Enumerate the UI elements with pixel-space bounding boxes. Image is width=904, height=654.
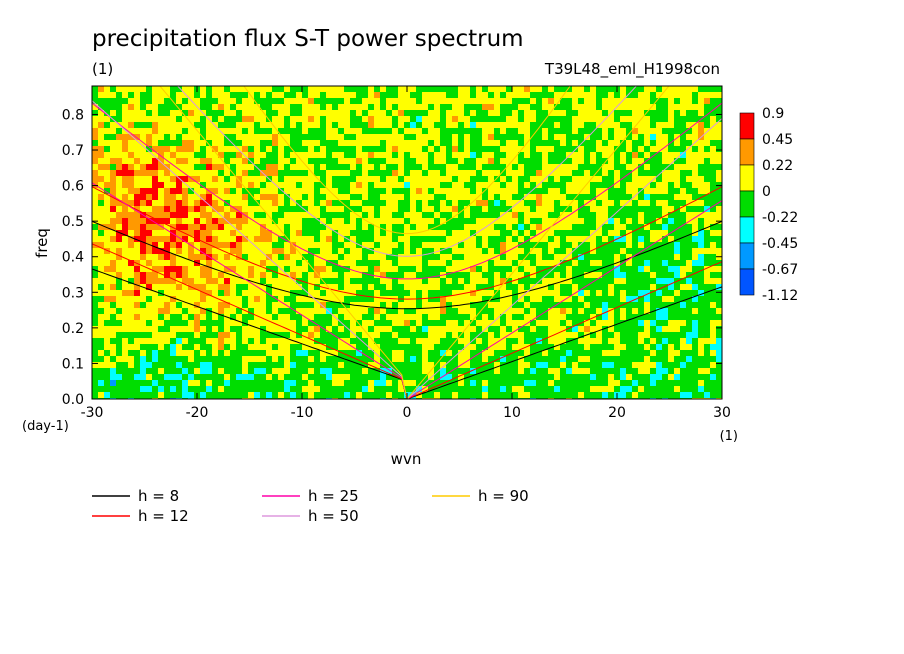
ig-curve-90 bbox=[243, 86, 571, 235]
colorbar-label: 0.22 bbox=[762, 158, 793, 174]
y-axis: 0.0 0.1 0.2 0.3 0.4 0.5 0.6 0.7 0.8 bbox=[62, 107, 722, 408]
colorbar-swatch bbox=[739, 164, 755, 192]
y-tick-label: 0.1 bbox=[62, 356, 84, 372]
colorbar-swatch bbox=[739, 138, 755, 166]
ig-curve-25 bbox=[92, 102, 722, 280]
colorbar-swatch bbox=[739, 216, 755, 244]
colorbar-label: -1.12 bbox=[762, 288, 798, 304]
colorbar-label: 0.45 bbox=[762, 132, 793, 148]
colorbar-swatch bbox=[739, 190, 755, 218]
legend-label-50: h = 50 bbox=[308, 507, 359, 525]
x-axis: -30 -20 -10 0 10 20 30 bbox=[81, 86, 731, 421]
x-tick-label: -20 bbox=[186, 405, 209, 421]
ig-curve-12 bbox=[92, 186, 722, 300]
chart-title: precipitation flux S-T power spectrum bbox=[92, 26, 524, 52]
ig-curve-50 bbox=[176, 86, 638, 257]
y-tick-label: 0.5 bbox=[62, 214, 84, 230]
x-tick-label: 20 bbox=[608, 405, 626, 421]
kelvin-curve-8 bbox=[92, 268, 722, 399]
kelvin-curve-12 bbox=[92, 243, 722, 399]
x-units-label: (1) bbox=[720, 429, 738, 444]
kelvin-curve-90 bbox=[159, 86, 670, 399]
colorbar-swatch bbox=[739, 242, 755, 270]
kelvin-curve-50 bbox=[92, 100, 722, 399]
y-tick-label: 0.6 bbox=[62, 179, 84, 195]
y-tick-label: 0.3 bbox=[62, 285, 84, 301]
y-tick-label: 0.4 bbox=[62, 250, 84, 266]
colorbar-label: 0 bbox=[762, 184, 771, 200]
x-tick-label: -30 bbox=[81, 405, 104, 421]
x-tick-label: 0 bbox=[403, 405, 412, 421]
units-label: (1) bbox=[92, 60, 113, 78]
legend-label-12: h = 12 bbox=[138, 507, 189, 525]
dispersion-curves bbox=[92, 86, 722, 399]
legend-label-25: h = 25 bbox=[308, 487, 359, 505]
power-spectrum-heatmap bbox=[92, 86, 722, 399]
y-tick-label: 0.8 bbox=[62, 107, 84, 123]
kelvin-curve-25 bbox=[92, 182, 722, 399]
legend-label-90: h = 90 bbox=[478, 487, 529, 505]
colorbar-label: -0.22 bbox=[762, 210, 798, 226]
colorbar-swatch bbox=[739, 268, 755, 296]
y-axis-label: freq bbox=[33, 228, 51, 258]
experiment-label: T39L48_eml_H1998con bbox=[544, 60, 720, 79]
legend: h = 8 h = 12 h = 25 h = 50 h = 90 bbox=[92, 487, 529, 525]
colorbar-label: -0.67 bbox=[762, 262, 798, 278]
x-tick-label: -10 bbox=[291, 405, 314, 421]
legend-label-8: h = 8 bbox=[138, 487, 179, 505]
colorbar-label: 0.9 bbox=[762, 106, 784, 122]
ig-curve-8 bbox=[92, 220, 722, 310]
y-units-label: (day-1) bbox=[22, 419, 69, 434]
y-tick-label: 0.7 bbox=[62, 143, 84, 159]
x-tick-label: 30 bbox=[713, 405, 731, 421]
plot-area bbox=[91, 85, 723, 400]
y-tick-label: 0.0 bbox=[62, 392, 84, 408]
x-axis-label: wvn bbox=[391, 450, 422, 468]
y-tick-label: 0.2 bbox=[62, 321, 84, 337]
colorbar: 0.9 0.45 0.22 0 -0.22 -0.45 -0.67 -1.12 bbox=[739, 106, 798, 304]
colorbar-label: -0.45 bbox=[762, 236, 798, 252]
x-tick-label: 10 bbox=[503, 405, 521, 421]
colorbar-swatch bbox=[739, 112, 755, 140]
